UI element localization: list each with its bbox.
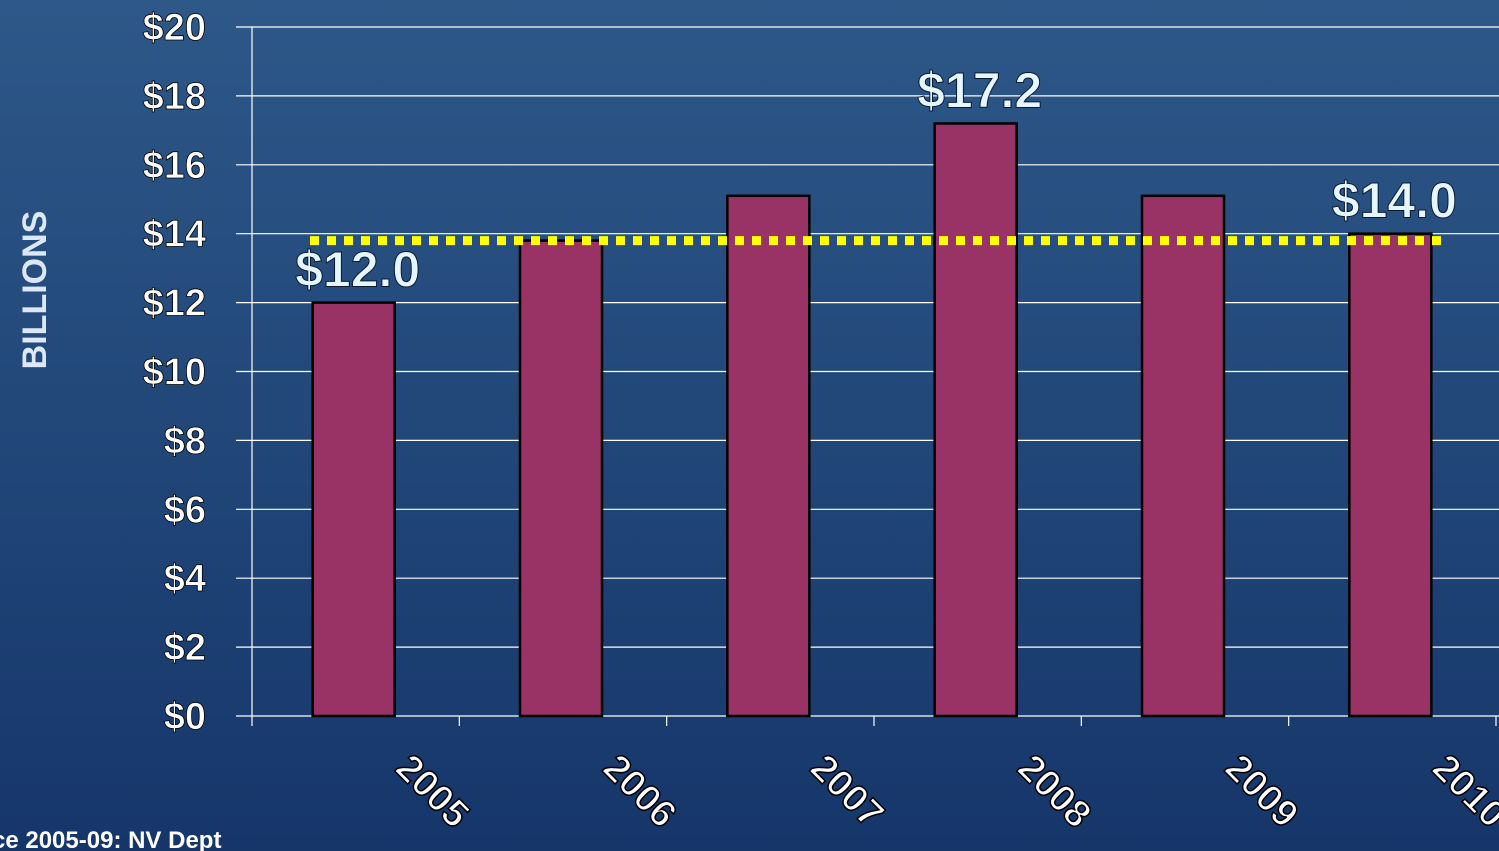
bar: [1348, 232, 1433, 718]
y-tick-label: $20: [143, 7, 206, 49]
y-tick-label: $6: [164, 489, 206, 531]
data-label: $12.0: [295, 242, 420, 298]
source-note: ce 2005-09: NV Dept: [0, 827, 221, 851]
y-tick-label: $8: [164, 420, 206, 462]
y-tick-label: $4: [164, 558, 206, 600]
y-tick-label: $14: [143, 214, 206, 256]
y-tick-label: $2: [164, 627, 206, 669]
y-tick-label: $18: [143, 76, 206, 118]
y-tick-label: $12: [143, 283, 206, 325]
bar: [1140, 194, 1226, 718]
bar: [933, 122, 1018, 718]
data-label: $17.2: [917, 62, 1042, 118]
bar: [518, 239, 604, 718]
y-tick-label: $16: [143, 145, 206, 187]
bar: [726, 194, 811, 718]
y-tick-label: $10: [143, 352, 206, 394]
bar: [311, 301, 396, 718]
data-label: $14.0: [1332, 173, 1457, 229]
y-tick-label: $0: [164, 696, 206, 738]
y-axis-label: BILLIONS: [16, 211, 54, 370]
